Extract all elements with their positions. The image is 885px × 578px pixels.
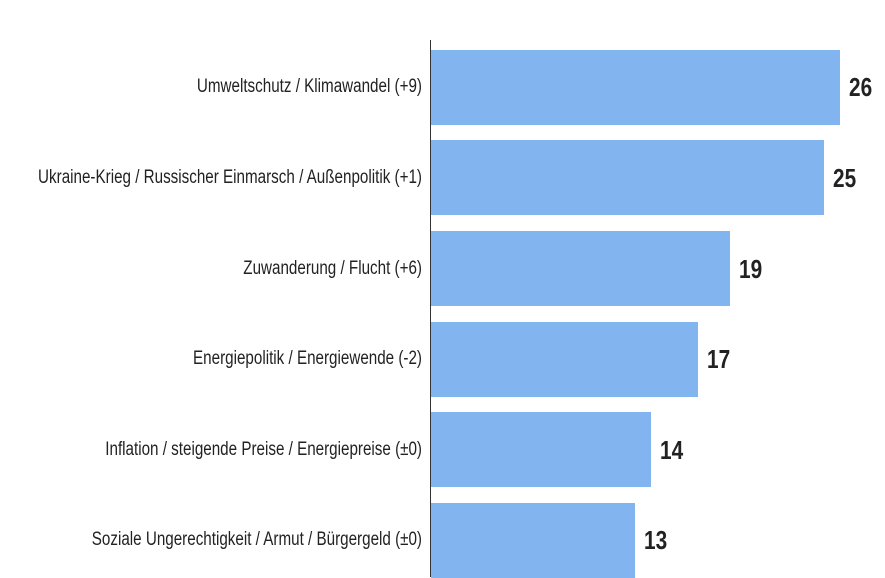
value-label: 19 [738, 253, 762, 284]
bar [431, 321, 699, 397]
value-label: 25 [832, 162, 856, 193]
value-label: 17 [707, 344, 731, 375]
bar [431, 49, 840, 125]
value-label: 26 [848, 72, 872, 103]
bar [431, 231, 730, 306]
axis-line [430, 40, 431, 577]
category-label: Energiepolitik / Energiewende (-2) [193, 348, 422, 370]
value-label: 13 [644, 525, 668, 556]
value-label: 14 [660, 434, 684, 465]
bar [431, 502, 636, 578]
category-label: Soziale Ungerechtigkeit / Armut / Bürger… [91, 529, 422, 551]
category-label: Ukraine-Krieg / Russischer Einmarsch / A… [38, 166, 423, 188]
category-label: Zuwanderung / Flucht (+6) [243, 257, 422, 279]
bar [431, 140, 824, 216]
category-label: Inflation / steigende Preise / Energiepr… [105, 438, 422, 460]
category-label: Umweltschutz / Klimawandel (+9) [196, 76, 422, 98]
bar [431, 412, 651, 488]
